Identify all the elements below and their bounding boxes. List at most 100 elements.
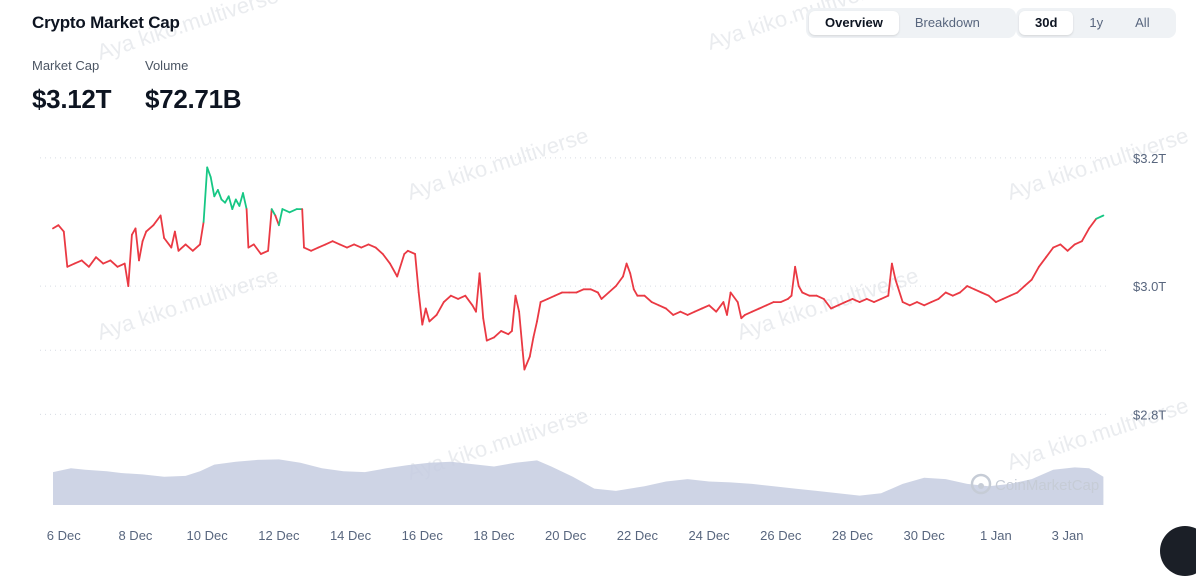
price-segment	[944, 291, 954, 297]
logo-icon	[970, 473, 992, 495]
y-axis: $3.2T $3.0T $2.8T	[1133, 151, 1166, 423]
price-segment	[417, 291, 424, 326]
volume-area	[53, 459, 1104, 505]
price-segment	[589, 288, 599, 294]
price-segment	[338, 243, 348, 249]
x-tick-label: 26 Dec	[760, 528, 802, 543]
price-segment	[109, 259, 119, 268]
price-segment	[528, 336, 535, 358]
x-axis: 6 Dec 8 Dec 10 Dec 12 Dec 14 Dec 16 Dec 18 Dec…	[47, 528, 1084, 543]
price-segment	[658, 304, 667, 310]
price-segment	[693, 307, 703, 313]
price-segment	[1052, 243, 1062, 249]
price-segment	[57, 224, 65, 233]
price-segment	[138, 240, 144, 262]
price-segment	[184, 243, 194, 252]
price-segment	[1030, 265, 1040, 281]
price-segment	[482, 317, 488, 342]
watermark-text: Aya kiko.multiverse	[1004, 393, 1192, 475]
price-segment	[729, 291, 739, 304]
x-tick-label: 24 Dec	[688, 528, 730, 543]
price-segment	[281, 208, 291, 214]
price-segment	[1002, 294, 1012, 300]
price-segment	[421, 307, 427, 326]
price-segment	[478, 272, 485, 320]
price-segment	[514, 294, 520, 313]
price-segment	[475, 272, 481, 313]
price-segment	[127, 233, 133, 288]
price-segment	[1009, 291, 1019, 297]
price-segment	[901, 301, 911, 307]
price-segment	[794, 265, 800, 288]
price-segment	[216, 188, 223, 201]
logo-icon-inner	[978, 483, 984, 489]
price-segment	[493, 330, 503, 339]
price-segment	[267, 208, 273, 252]
price-segment	[303, 246, 313, 252]
x-tick-label: 16 Dec	[402, 528, 444, 543]
tab-breakdown[interactable]: Breakdown	[914, 15, 980, 30]
range-1y[interactable]: 1y	[1089, 15, 1104, 30]
price-segment	[396, 253, 406, 278]
price-segment	[1059, 243, 1069, 252]
price-segment	[858, 297, 868, 304]
price-segment	[887, 262, 893, 297]
price-segment	[622, 262, 628, 278]
price-segment	[270, 208, 277, 217]
range-30d[interactable]: 30d	[1019, 11, 1074, 35]
price-segment	[790, 265, 796, 297]
price-segment	[73, 259, 83, 265]
price-segment	[464, 294, 474, 307]
price-segment	[310, 246, 320, 252]
price-segment	[715, 301, 725, 313]
price-segment	[213, 188, 219, 198]
price-segment	[88, 256, 97, 268]
price-segment	[145, 224, 155, 233]
price-segment	[554, 291, 563, 297]
price-segment	[894, 278, 904, 304]
price-segment	[521, 349, 526, 371]
price-segment	[851, 297, 861, 304]
price-segment	[206, 166, 212, 179]
price-segment	[442, 294, 452, 304]
watermark-text: Aya kiko.multiverse	[404, 123, 592, 205]
price-segment	[353, 243, 363, 249]
price-segment	[1088, 217, 1098, 230]
price-segment	[367, 243, 377, 249]
price-segment	[301, 208, 305, 249]
price-segment	[908, 301, 918, 307]
price-segment	[891, 262, 897, 281]
market-cap-label: Market Cap	[32, 58, 100, 73]
price-segment	[679, 310, 689, 316]
price-segment	[52, 224, 60, 230]
price-segment	[930, 297, 940, 304]
price-segment	[995, 297, 1004, 304]
price-segment	[1038, 256, 1047, 268]
price-segment	[736, 301, 743, 320]
x-tick-label: 20 Dec	[545, 528, 587, 543]
price-segment	[672, 310, 682, 316]
price-segment	[536, 301, 542, 323]
price-segment	[102, 259, 112, 265]
price-segment	[830, 304, 839, 310]
price-segment	[980, 291, 990, 297]
price-segment	[177, 243, 187, 252]
price-segment	[532, 320, 538, 339]
page-title: Crypto Market Cap	[32, 13, 180, 32]
price-segment	[726, 291, 732, 316]
price-segment	[801, 291, 811, 297]
price-segment	[277, 208, 284, 227]
price-segment	[951, 291, 961, 297]
price-segment	[424, 307, 431, 323]
price-segment	[844, 297, 854, 304]
price-segment	[238, 192, 244, 207]
chat-button[interactable]	[1160, 526, 1196, 576]
x-tick-label: 14 Dec	[330, 528, 372, 543]
tab-overview[interactable]: Overview	[809, 11, 899, 35]
price-segment	[615, 275, 624, 288]
price-segment	[701, 304, 710, 310]
price-segment	[202, 166, 209, 223]
price-segment	[880, 294, 890, 300]
x-tick-label: 3 Jan	[1052, 528, 1084, 543]
range-all[interactable]: All	[1135, 15, 1150, 30]
